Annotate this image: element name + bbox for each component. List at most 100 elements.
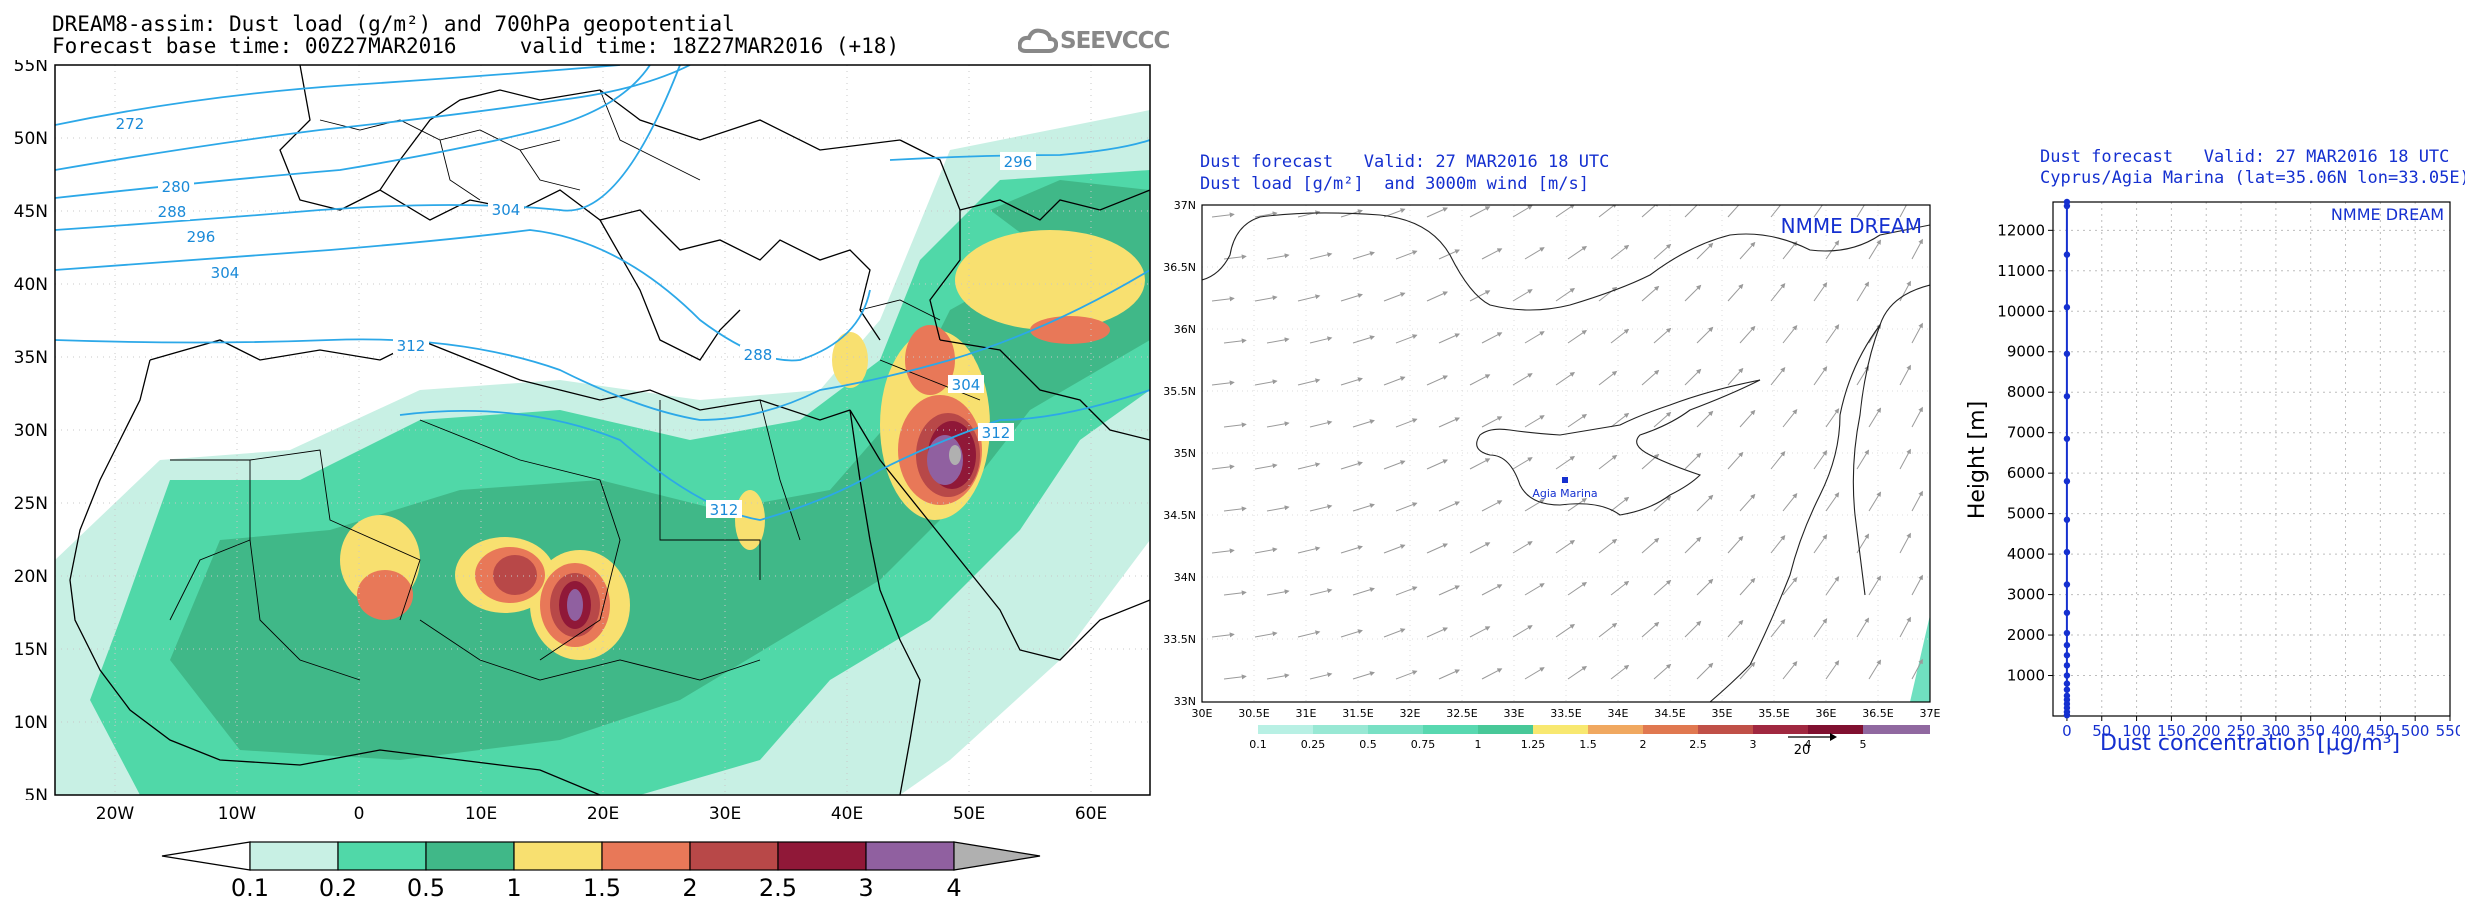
wind-arrow (1653, 663, 1672, 680)
lon-label: 30E (709, 804, 741, 824)
y-tick-label: 9000 (2007, 343, 2045, 361)
wind-arrow (1899, 364, 1911, 386)
colorbar-box (1588, 725, 1643, 734)
cyprus-coastline (1476, 379, 1761, 516)
wind-arrow (1352, 671, 1375, 680)
data-point (2063, 692, 2071, 699)
lat-label: 35.5N (1163, 385, 1196, 398)
wind-arrow (1610, 328, 1630, 344)
wind-arrow (1813, 534, 1828, 554)
wind-arrow (1868, 407, 1882, 428)
wind-arrow (1567, 666, 1588, 680)
wind-arrow (1383, 460, 1406, 470)
contour-label: 312 (397, 337, 426, 355)
contour-label: 304 (952, 376, 981, 394)
lon-label: 60E (1075, 804, 1107, 824)
wind-arrow (1481, 584, 1503, 596)
wind-arrow (1782, 493, 1798, 512)
wind-arrow (1309, 588, 1333, 596)
wind-arrow (1610, 496, 1630, 512)
lat-label: 33N (1174, 695, 1196, 708)
wind-arrow (1395, 670, 1418, 680)
wind-arrow (1868, 491, 1882, 512)
colorbar-label: 0.1 (231, 874, 269, 900)
wind-arrow (1383, 544, 1406, 554)
lat-label: 36N (1174, 323, 1196, 336)
lon-label: 33E (1504, 707, 1525, 720)
wind-arrow (1438, 333, 1461, 344)
wind-arrow (1610, 412, 1630, 428)
wind-arrow (1223, 590, 1247, 596)
contour-label: 272 (116, 115, 145, 133)
wind-arrow (1223, 674, 1247, 680)
lat-label: 34N (1174, 571, 1196, 584)
wind-arrow (1512, 373, 1533, 386)
panel1-title-line2: Forecast base time: 00Z27MAR2016 valid t… (52, 34, 900, 58)
lat-label: 37N (1174, 199, 1196, 212)
lon-label: 31.5E (1342, 707, 1373, 720)
x-axis-label: Dust concentration [μg/m³] (2100, 731, 2400, 756)
wind-arrow (1254, 631, 1278, 638)
data-point (2063, 304, 2071, 311)
data-point (2063, 662, 2071, 669)
panel1-lon-axis: 20W 10W 0 10E 20E 30E 40E 50E 60E (96, 804, 1107, 824)
x-tick-label: 200 (2192, 722, 2221, 740)
x-tick-label: 500 (2401, 722, 2430, 740)
colorbar-box (1808, 725, 1863, 734)
wind-arrow (1469, 626, 1491, 638)
colorbar-box (425, 841, 515, 871)
lon-label: 0 (354, 804, 365, 824)
colorbar-box (1368, 725, 1423, 734)
colorbar-label: 0.5 (1359, 738, 1377, 751)
wind-arrow (1297, 462, 1321, 470)
wind-arrow (1770, 367, 1786, 386)
colorbar-arrow-right (953, 841, 1041, 871)
panel2-brand: NMME DREAM (1781, 214, 1922, 238)
lon-label: 10E (465, 804, 497, 824)
lon-label: 10W (218, 804, 257, 824)
lat-label: 35N (1174, 447, 1196, 460)
wind-arrow (1524, 583, 1545, 596)
wind-arrow (1727, 283, 1744, 302)
wind-arrow (1297, 630, 1321, 638)
wind-key: 20 (1788, 733, 1837, 758)
colorbar-label: 0.25 (1301, 738, 1326, 751)
wind-arrow (1469, 374, 1491, 386)
contour-label: 304 (211, 264, 240, 282)
wind-arrow (1825, 660, 1840, 680)
lat-label: 33.5N (1163, 633, 1196, 646)
wind-arrow (1340, 629, 1363, 638)
wind-arrow (1739, 661, 1756, 680)
wind-arrow (1352, 503, 1375, 512)
colorbar-box (337, 841, 427, 871)
data-point (2063, 516, 2071, 523)
seevccc-logo: SEEVCCC (1018, 24, 1170, 58)
wind-arrow (1555, 372, 1576, 386)
wind-arrow (1727, 367, 1744, 386)
y-tick-label: 12000 (1997, 221, 2045, 239)
data-point (2063, 478, 2071, 485)
lat-label: 50N (14, 129, 48, 149)
wind-arrow (1555, 624, 1576, 638)
x-tick-label: 100 (2122, 722, 2151, 740)
wind-arrow (1739, 577, 1756, 596)
data-point (2063, 393, 2071, 400)
wind-arrow (1223, 422, 1247, 428)
wind-arrow (1653, 327, 1672, 344)
colorbar-label: 4 (946, 874, 961, 900)
wind-arrow (1856, 281, 1870, 302)
colorbar-box (1753, 725, 1808, 734)
colorbar-label: 2 (682, 874, 697, 900)
wind-arrow (1911, 238, 1923, 260)
contour-label: 312 (710, 501, 739, 519)
lon-label: 32E (1400, 707, 1421, 720)
lat-label: 45N (14, 202, 48, 222)
wind-arrow (1696, 494, 1714, 512)
wind-arrow (1813, 618, 1828, 638)
wind-arrow (1211, 548, 1235, 554)
wind-arrow (1653, 495, 1672, 512)
wind-arrow (1254, 295, 1278, 302)
wind-arrow (1481, 500, 1503, 512)
y-tick-label: 10000 (1997, 302, 2045, 320)
wind-arrow (1426, 291, 1449, 302)
